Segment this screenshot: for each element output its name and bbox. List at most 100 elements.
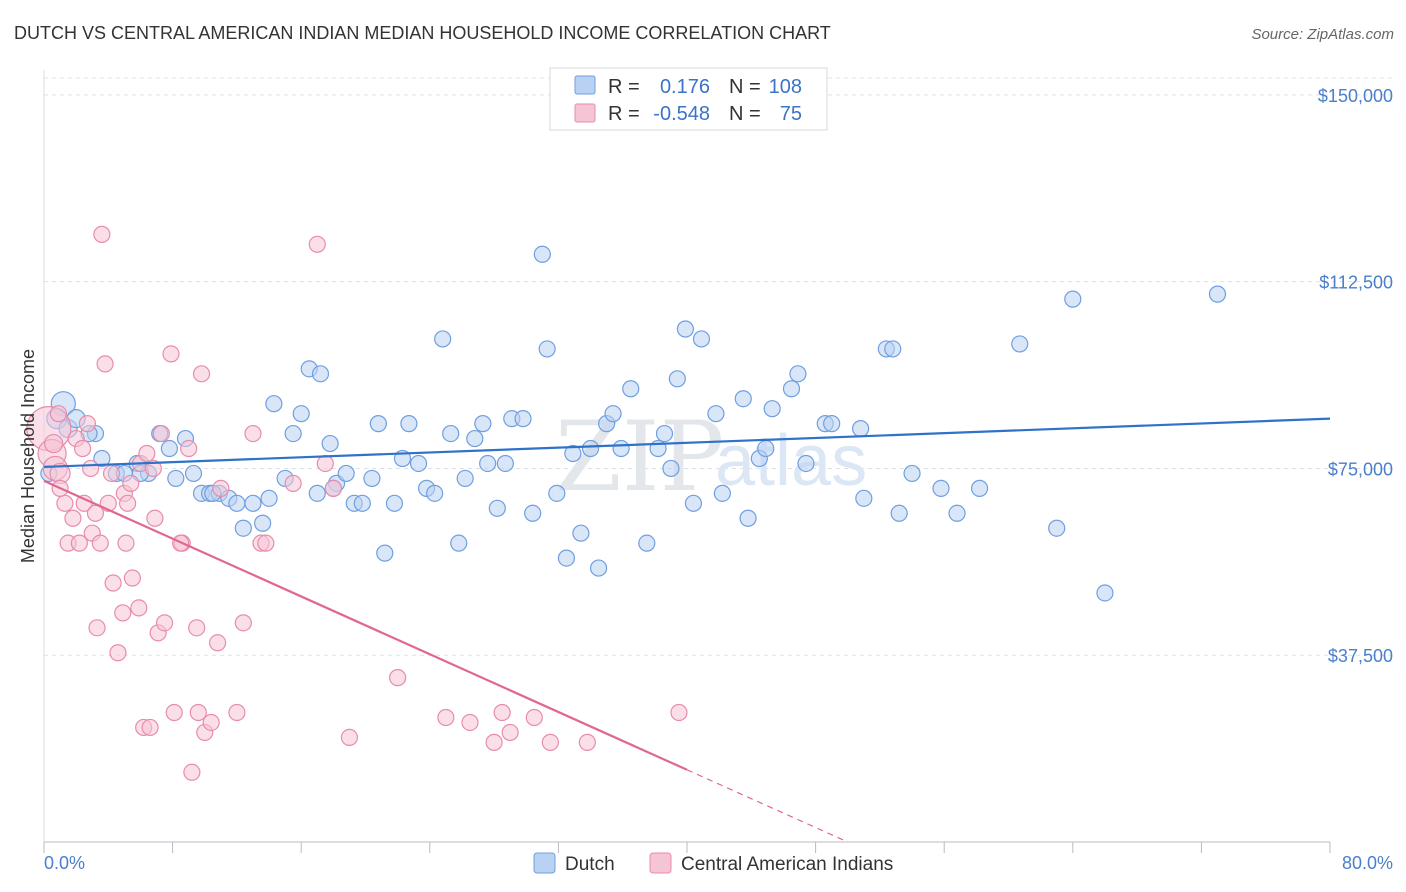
trend-line-1: [43, 479, 688, 771]
point-cai-38: [165, 703, 183, 722]
point-cai-44: [192, 365, 211, 383]
point-cai-65: [541, 733, 559, 751]
point-cai-54: [308, 235, 326, 253]
point-cai-42: [188, 619, 206, 637]
point-dutch-50: [474, 415, 492, 433]
y-tick-label-1: $75,000: [1328, 459, 1393, 479]
y-tick-label-2: $112,500: [1319, 273, 1393, 293]
point-dutch-78: [713, 484, 731, 502]
gridlines: [44, 77, 1395, 656]
point-dutch-45: [434, 330, 452, 348]
trend-extension-1: [686, 769, 848, 843]
point-cai-40: [180, 439, 198, 458]
point-dutch-85: [789, 365, 807, 383]
legend-r-value-cai: -0.548: [653, 103, 710, 125]
point-cai-57: [340, 728, 359, 747]
point-cai-55: [316, 454, 334, 473]
bottom-legend-label-dutch: Dutch: [565, 854, 615, 875]
legend-r-label-dutch: R =: [608, 76, 640, 98]
point-dutch-37: [369, 415, 387, 433]
point-cai-16: [91, 534, 109, 552]
point-dutch-76: [692, 330, 711, 348]
point-cai-62: [493, 703, 511, 722]
point-cai-32: [141, 718, 159, 737]
point-dutch-69: [638, 534, 656, 552]
point-dutch-19: [228, 494, 246, 512]
point-dutch-30: [311, 365, 330, 383]
point-dutch-51: [479, 454, 497, 473]
scatter-points: [26, 225, 1227, 781]
point-dutch-29: [308, 484, 326, 502]
point-cai-61: [485, 733, 503, 751]
bottom-legend-swatch-dutch: [533, 852, 556, 874]
point-dutch-68: [622, 380, 640, 398]
point-cai-66: [578, 733, 596, 751]
point-dutch-5: [93, 449, 111, 468]
point-dutch-96: [948, 504, 966, 522]
point-dutch-83: [763, 400, 781, 418]
point-cai-27: [123, 569, 142, 587]
point-dutch-52: [488, 499, 506, 517]
watermark-zip: ZIP: [555, 401, 724, 513]
point-cai-69: [73, 439, 92, 458]
point-dutch-71: [655, 424, 674, 443]
chart-source: Source: ZipAtlas.com: [1251, 26, 1394, 43]
point-dutch-49: [466, 429, 484, 448]
y-tick-label-0: $37,500: [1328, 646, 1393, 666]
point-dutch-86: [797, 454, 815, 473]
series-0-points: [40, 245, 1227, 602]
watermark-atlas: atlas: [715, 421, 867, 501]
point-cai-28: [130, 599, 148, 617]
point-dutch-33: [337, 464, 355, 483]
point-cai-59: [437, 708, 455, 727]
x-axis-ticks: [43, 842, 1331, 853]
point-cai-67: [670, 703, 688, 722]
point-cai-21: [104, 574, 122, 592]
point-dutch-58: [538, 340, 556, 358]
point-dutch-102: [1208, 285, 1227, 303]
point-dutch-66: [604, 405, 622, 423]
point-cai-43: [189, 703, 207, 722]
bottom-legend-swatch-central-american-indians: [649, 852, 672, 874]
point-cai-70: [118, 494, 137, 512]
point-cai-41: [183, 763, 201, 781]
x-tick-label-max: 80.0%: [1342, 853, 1393, 873]
point-dutch-41: [400, 415, 418, 433]
point-dutch-60: [557, 549, 576, 567]
stats-legend-box: [549, 67, 828, 131]
legend-n-label-cai: N =: [729, 103, 761, 125]
point-dutch-93: [890, 504, 908, 522]
point-dutch-21: [244, 494, 262, 512]
point-dutch-31: [321, 434, 339, 453]
point-cai-46: [202, 713, 220, 732]
y-axis-tick-labels: $37,500 $75,000 $112,500 $150,000: [1318, 86, 1393, 666]
point-cai-31: [138, 444, 156, 463]
point-dutch-92: [884, 340, 902, 358]
point-cai-47: [209, 634, 227, 652]
point-dutch-74: [676, 320, 694, 338]
point-cai-37: [162, 345, 180, 363]
point-dutch-77: [707, 405, 725, 423]
point-dutch-55: [514, 410, 532, 428]
x-tick-label-min: 0.0%: [44, 853, 85, 873]
point-dutch-27: [292, 405, 310, 423]
point-dutch-90: [855, 489, 873, 507]
point-dutch-42: [409, 454, 428, 473]
point-dutch-84: [782, 380, 801, 398]
point-dutch-24: [265, 395, 283, 413]
point-cai-5: [56, 494, 74, 512]
point-dutch-63: [581, 439, 600, 458]
point-dutch-95: [932, 479, 950, 497]
point-dutch-38: [376, 544, 394, 562]
point-cai-49: [228, 703, 246, 722]
point-cai-11: [78, 415, 97, 433]
point-cai-7: [64, 509, 82, 527]
point-cai-51: [244, 424, 262, 443]
point-dutch-59: [548, 484, 566, 502]
point-dutch-67: [612, 439, 630, 458]
legend-r-label-cai: R =: [608, 103, 640, 125]
watermark: ZIP atlas: [555, 401, 867, 513]
point-cai-17: [93, 225, 111, 243]
point-dutch-35: [353, 494, 371, 512]
point-dutch-72: [662, 459, 680, 478]
